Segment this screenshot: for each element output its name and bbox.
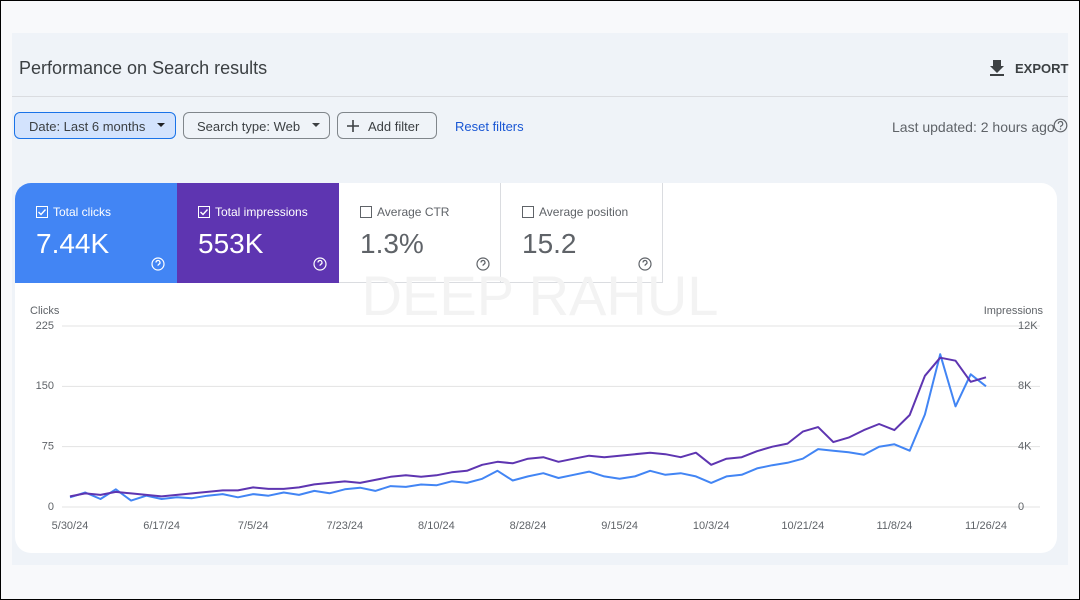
metric-label: Average CTR <box>377 205 450 219</box>
date-filter-text: Date: Last 6 months <box>29 119 146 134</box>
metric-label: Average position <box>539 205 629 219</box>
help-icon[interactable] <box>1053 118 1068 133</box>
checkbox[interactable] <box>360 206 372 218</box>
last-updated: Last updated: 2 hours ago <box>892 119 1055 135</box>
x-tick-label: 9/15/24 <box>601 520 638 532</box>
reset-filters[interactable]: Reset filters <box>455 119 524 134</box>
dropdown-icon <box>312 123 320 127</box>
x-tick-label: 8/10/24 <box>418 520 455 532</box>
x-tick-label: 10/3/24 <box>693 520 730 532</box>
y2-tick-label: 8K <box>1018 380 1032 392</box>
metric-tile[interactable]: Average position 15.2 <box>501 183 663 283</box>
metric-tile[interactable]: Total clicks 7.44K <box>15 183 177 283</box>
y2-tick-label: 12K <box>1018 320 1038 332</box>
dropdown-icon <box>157 123 165 127</box>
y2-tick-label: 0 <box>1018 501 1024 513</box>
checkbox[interactable] <box>522 206 534 218</box>
metric-value: 1.3% <box>360 228 424 259</box>
date-filter[interactable]: Date: Last 6 months <box>14 112 176 139</box>
divider <box>12 96 1068 97</box>
help-icons <box>151 257 652 271</box>
metric-value: 553K <box>198 228 264 259</box>
y-tick-label: 150 <box>36 380 54 392</box>
y2-axis-title: Impressions <box>984 305 1044 317</box>
metric-label: Total clicks <box>53 205 112 219</box>
performance-card: Total clicks 7.44K Total impressions 553… <box>15 183 1057 553</box>
x-tick-label: 5/30/24 <box>52 520 89 532</box>
x-tick-label: 8/28/24 <box>510 520 547 532</box>
series-line <box>69 356 987 498</box>
metric-value: 7.44K <box>36 228 110 259</box>
x-tick-label: 7/23/24 <box>326 520 363 532</box>
series-line <box>69 353 987 502</box>
x-tick-label: 11/8/24 <box>876 520 912 532</box>
x-tick-label: 10/21/24 <box>781 520 824 532</box>
y-axis-title: Clicks <box>30 305 60 317</box>
x-tick-label: 6/17/24 <box>143 520 180 532</box>
plus-icon <box>347 120 359 132</box>
checkbox[interactable] <box>36 206 48 218</box>
page-title: Performance on Search results <box>19 58 268 78</box>
metric-tile[interactable]: Average CTR 1.3% <box>339 183 501 283</box>
metric-tile[interactable]: Total impressions 553K <box>177 183 339 283</box>
add-filter[interactable]: Add filter <box>337 112 437 139</box>
add-filter-text: Add filter <box>368 119 420 134</box>
x-tick-label: 11/26/24 <box>965 520 1007 532</box>
y-tick-label: 0 <box>48 501 54 513</box>
search-type-filter[interactable]: Search type: Web <box>183 112 330 139</box>
metric-label: Total impressions <box>215 205 308 219</box>
watermark: DEEP RAHUL <box>362 264 719 327</box>
checkbox[interactable] <box>198 206 210 218</box>
search-type-text: Search type: Web <box>197 119 301 134</box>
y-tick-label: 75 <box>42 441 54 453</box>
export-icon[interactable] <box>988 58 1006 76</box>
metric-value: 15.2 <box>522 228 577 259</box>
x-tick-label: 7/5/24 <box>238 520 269 532</box>
export-button[interactable]: EXPORT <box>1015 61 1069 76</box>
y-tick-label: 225 <box>36 320 54 332</box>
y2-tick-label: 4K <box>1018 441 1032 453</box>
